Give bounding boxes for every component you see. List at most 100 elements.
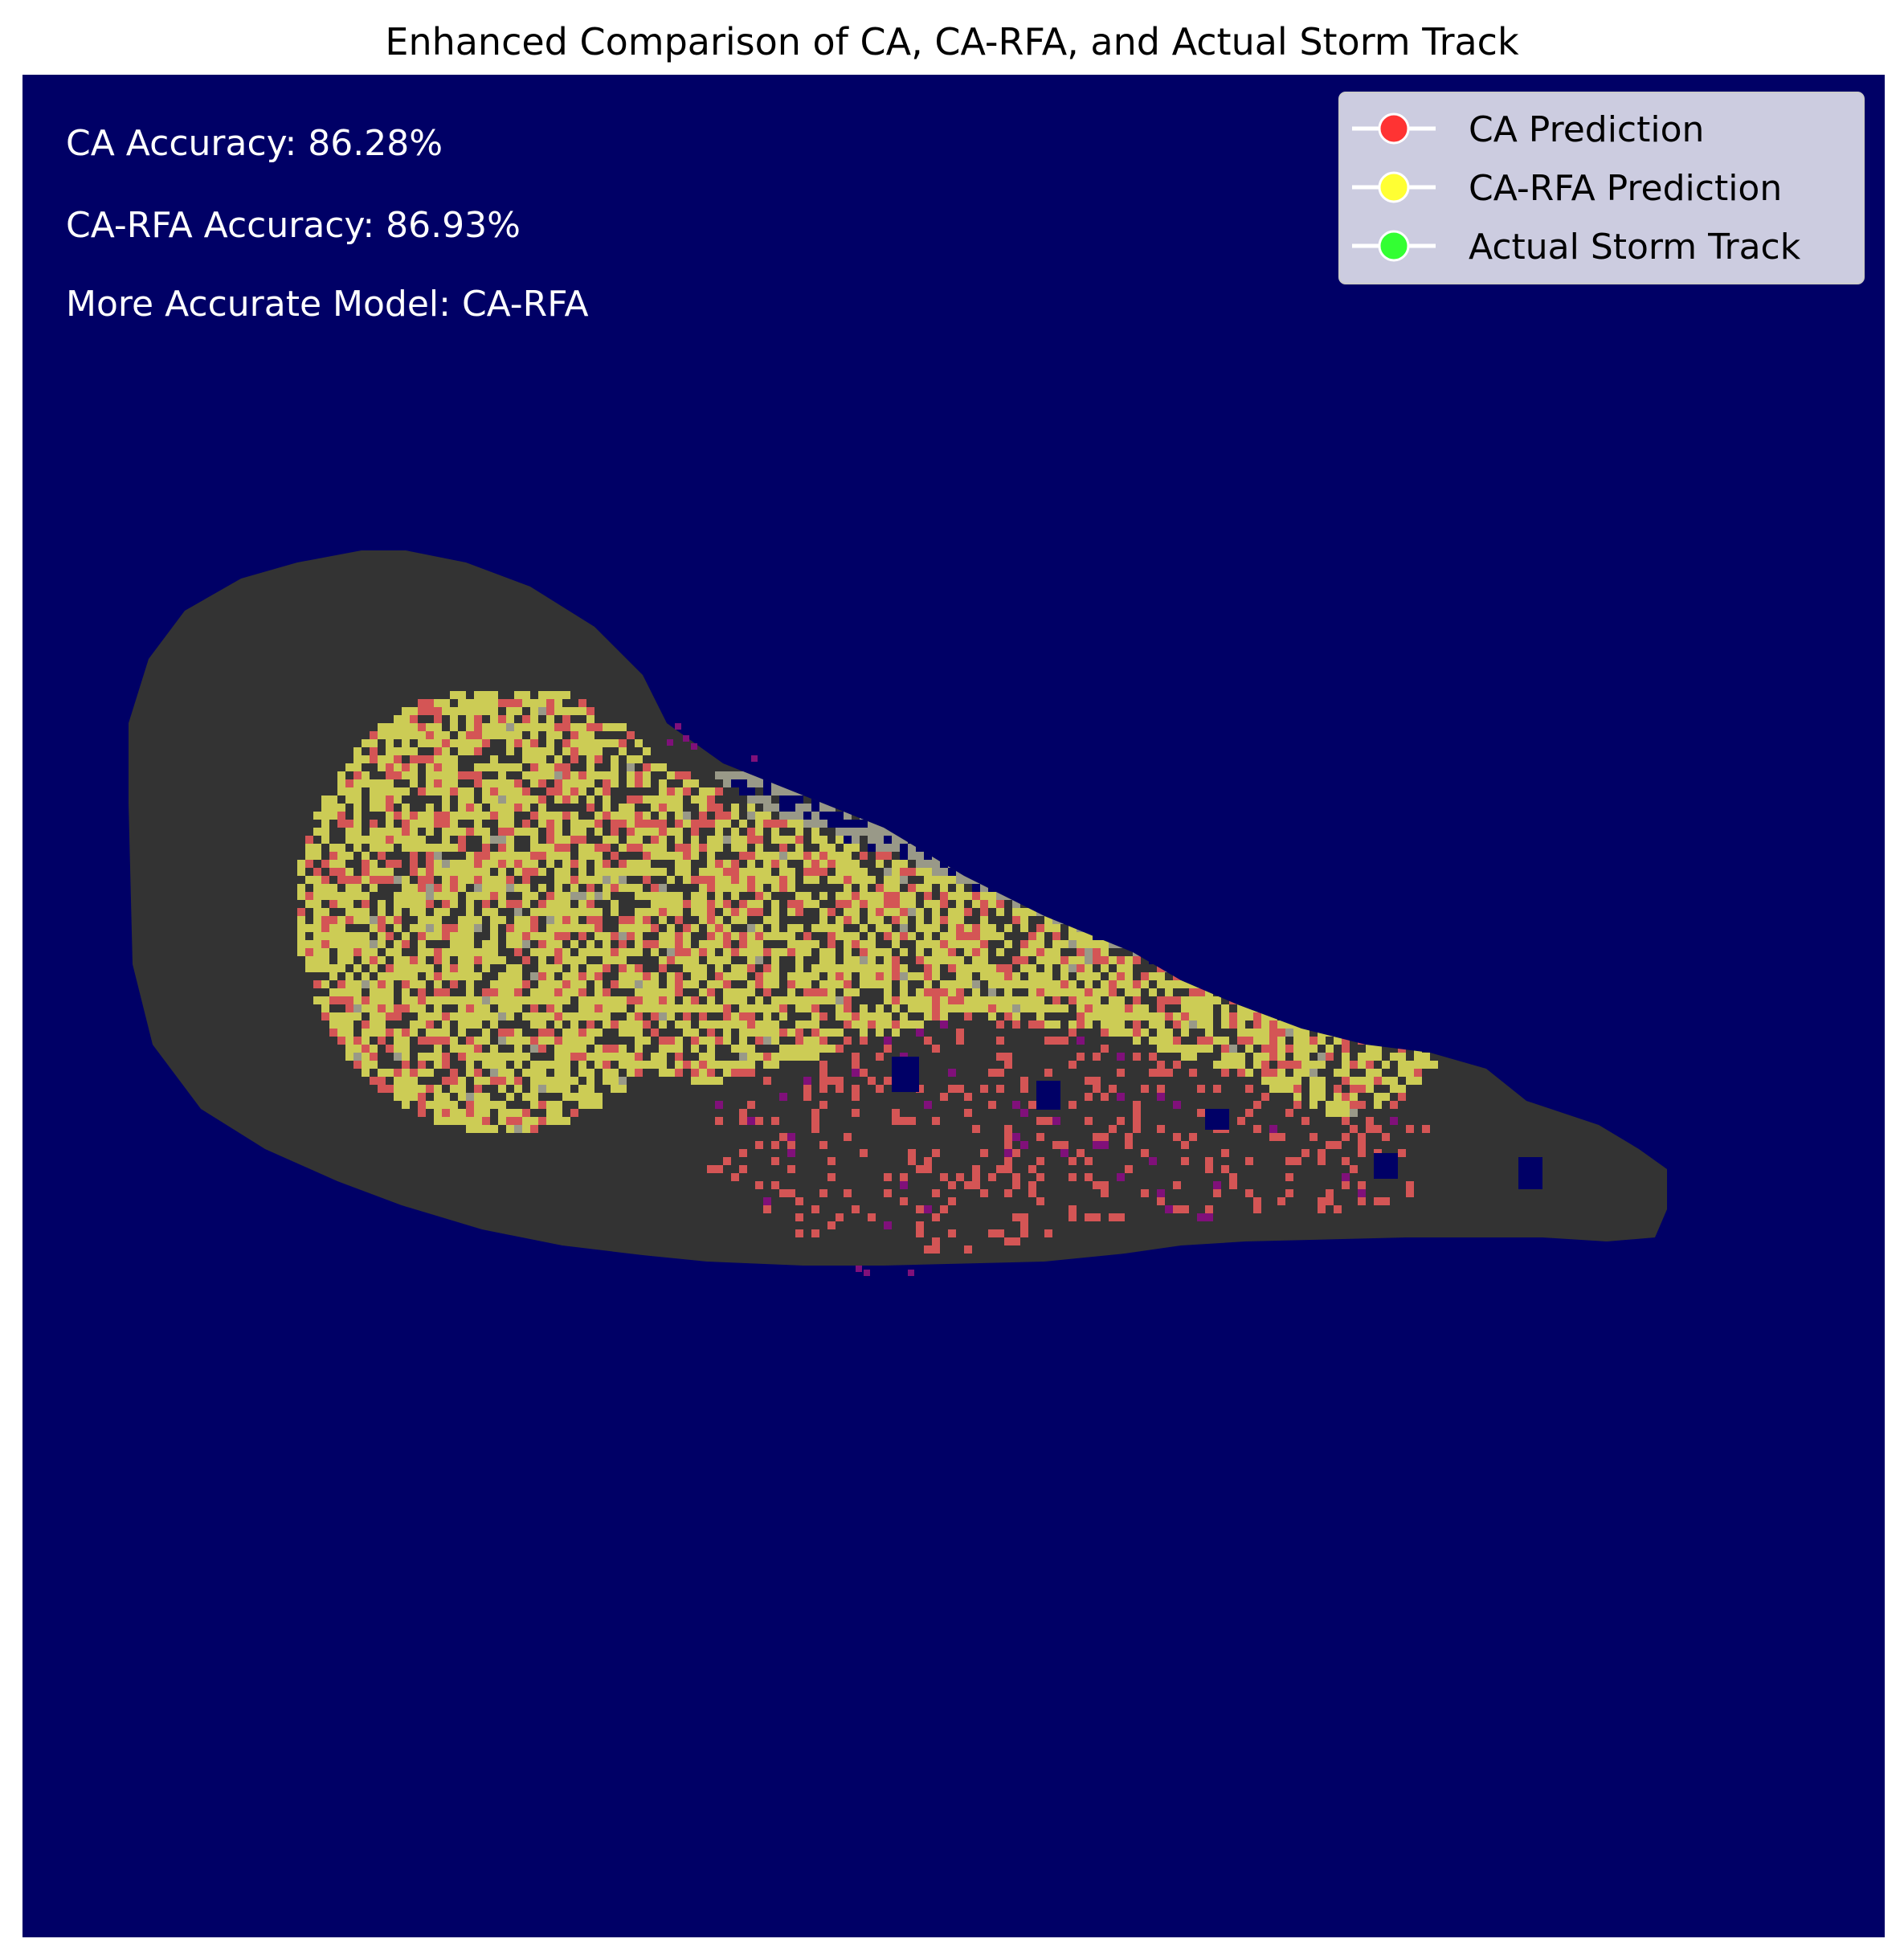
heatmap-cell [723,860,731,868]
heatmap-cell [972,980,980,988]
heatmap-cell [594,964,603,972]
heatmap-cell [570,787,578,795]
heatmap-cell [554,731,562,739]
heatmap-cell [619,844,627,852]
heatmap-cell [852,956,860,964]
heatmap-cell [739,972,747,980]
heatmap-cell [667,924,675,932]
heatmap-cell [787,1149,795,1157]
heatmap-cell [1310,1077,1318,1085]
heatmap-cell [1197,988,1205,996]
heatmap-cell [980,1149,988,1157]
heatmap-cell [755,868,763,876]
heatmap-cell [956,956,964,964]
heatmap-cell [932,988,940,996]
heatmap-cell [466,707,474,715]
storm-hole [892,1057,919,1092]
heatmap-cell [811,1012,819,1020]
heatmap-cell [860,1149,868,1157]
heatmap-cell [370,948,378,956]
heatmap-cell [787,948,795,956]
heatmap-cell [675,804,683,812]
heatmap-cell [353,1012,362,1020]
heatmap-cell [514,988,522,996]
heatmap-cell [394,731,402,739]
heatmap-cell [771,876,779,884]
heatmap-cell [707,1004,715,1012]
heatmap-cell [747,812,755,820]
heatmap-cell [675,836,683,844]
heatmap-cell [337,860,345,868]
heatmap-cell [506,996,514,1004]
heatmap-cell [410,723,418,731]
heatmap-cell [763,1205,771,1213]
heatmap-cell [474,820,482,828]
heatmap-cell [1189,988,1197,996]
heatmap-cell [1342,1181,1350,1189]
heatmap-cell [1125,964,1133,972]
heatmap-cell [956,1085,964,1093]
heatmap-cell [586,1012,594,1020]
heatmap-cell [1020,1229,1028,1237]
heatmap-cell [731,1045,739,1053]
heatmap-cell [482,1004,490,1012]
heatmap-cell [586,715,594,723]
heatmap-cell [811,876,819,884]
heatmap-cell [964,924,972,932]
heatmap-cell [305,836,313,844]
heatmap-cell [996,972,1004,980]
heatmap-cell [466,852,474,860]
heatmap-cell [900,1020,908,1029]
heatmap-cell [434,699,442,707]
heatmap-cell [948,1229,956,1237]
heatmap-cell [699,964,707,972]
heatmap-cell [964,996,972,1004]
heatmap-cell [530,924,538,932]
heatmap-cell [635,932,643,940]
heatmap-cell [643,747,651,755]
heatmap-cell [546,747,554,755]
heatmap-cell [811,1205,819,1213]
heatmap-cell [402,964,410,972]
heatmap-cell [498,996,506,1004]
heatmap-cell [651,868,659,876]
heatmap-cell [402,787,410,795]
heatmap-cell [570,755,578,763]
heatmap-cell [707,1045,715,1053]
heatmap-cell [884,972,892,980]
heatmap-cell [827,932,836,940]
heatmap-cell [490,731,498,739]
heatmap-cell [868,932,876,940]
heatmap-cell [442,1061,450,1069]
heatmap-cell [474,956,482,964]
heatmap-cell [530,852,538,860]
heatmap-cell [458,956,466,964]
heatmap-cell [1020,908,1028,916]
heatmap-cell [892,1029,900,1037]
heatmap-cell [466,916,474,924]
heatmap-cell [627,996,635,1004]
heatmap-cell [321,948,329,956]
heatmap-cell [434,763,442,771]
heatmap-cell [707,980,715,988]
heatmap-cell [482,1037,490,1045]
heatmap-cell [884,1020,892,1029]
heatmap-cell [1117,964,1125,972]
heatmap-cell [1301,1053,1310,1061]
heatmap-cell [474,707,482,715]
anomaly-cell [856,1266,862,1272]
heatmap-cell [1350,1125,1358,1133]
heatmap-cell [731,876,739,884]
heatmap-cell [434,884,442,892]
heatmap-cell [474,1101,482,1109]
heatmap-cell [562,779,570,787]
heatmap-cell [570,860,578,868]
heatmap-cell [803,812,811,820]
heatmap-cell [490,884,498,892]
heatmap-cell [1358,1189,1366,1197]
heatmap-cell [466,940,474,948]
heatmap-cell [787,932,795,940]
heatmap-cell [378,836,386,844]
heatmap-cell [876,924,884,932]
heatmap-cell [514,964,522,972]
